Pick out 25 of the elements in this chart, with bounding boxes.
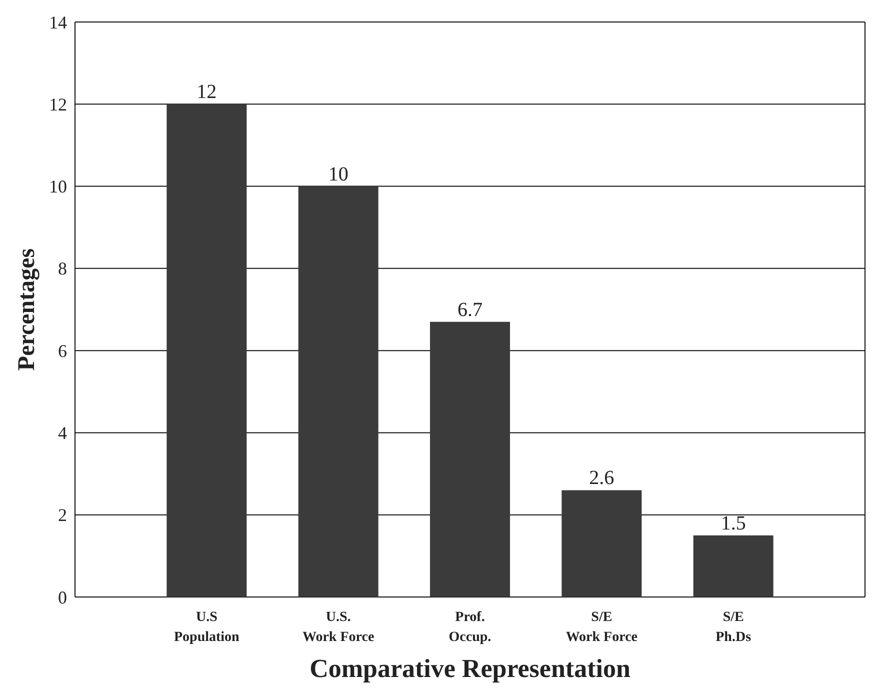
y-tick-label: 14 [49,12,67,32]
bar [693,535,774,597]
y-tick-label: 0 [58,587,67,608]
data-label: 12 [196,81,217,104]
x-tick-label: S/E Ph.Ds [716,610,752,645]
y-tick-label: 8 [58,258,67,279]
x-tick-label: U.S Population [174,610,240,645]
bar [562,490,642,597]
x-axis-title: Comparative Representation [310,654,631,683]
y-tick-label: 10 [49,176,67,197]
y-tick-label: 4 [58,423,67,444]
y-tick-label: 2 [58,505,67,526]
y-axis-title: Percentages [14,248,40,371]
data-label: 1.5 [720,512,746,534]
x-tick-label: S/E Work Force [566,610,638,645]
data-label: 6.7 [458,298,482,321]
bar [298,186,378,597]
data-label: 2.6 [589,467,614,490]
bar [166,104,247,597]
y-tick-label: 12 [49,94,67,114]
data-label: 10 [328,163,348,186]
x-tick-label: Prof. Occup. [448,610,492,645]
x-tick-label: U.S. Work Force [302,610,374,645]
y-tick-label: 6 [58,340,67,361]
bar [430,322,510,597]
